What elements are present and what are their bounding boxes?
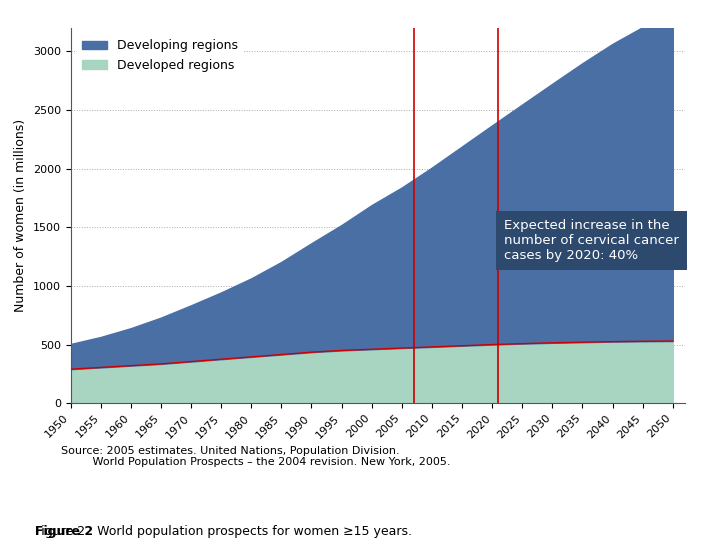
Legend: Developing regions, Developed regions: Developing regions, Developed regions	[77, 34, 243, 77]
Text: Figure 2   World population prospects for women ≥15 years.: Figure 2 World population prospects for …	[35, 525, 412, 539]
Text: Figure 2: Figure 2	[35, 525, 93, 539]
Y-axis label: Number of women (in millions): Number of women (in millions)	[14, 119, 28, 312]
Text: Source: 2005 estimates. United Nations, Population Division.
         World Popu: Source: 2005 estimates. United Nations, …	[61, 446, 450, 467]
Text: Expected increase in the
number of cervical cancer
cases by 2020: 40%: Expected increase in the number of cervi…	[504, 219, 679, 262]
